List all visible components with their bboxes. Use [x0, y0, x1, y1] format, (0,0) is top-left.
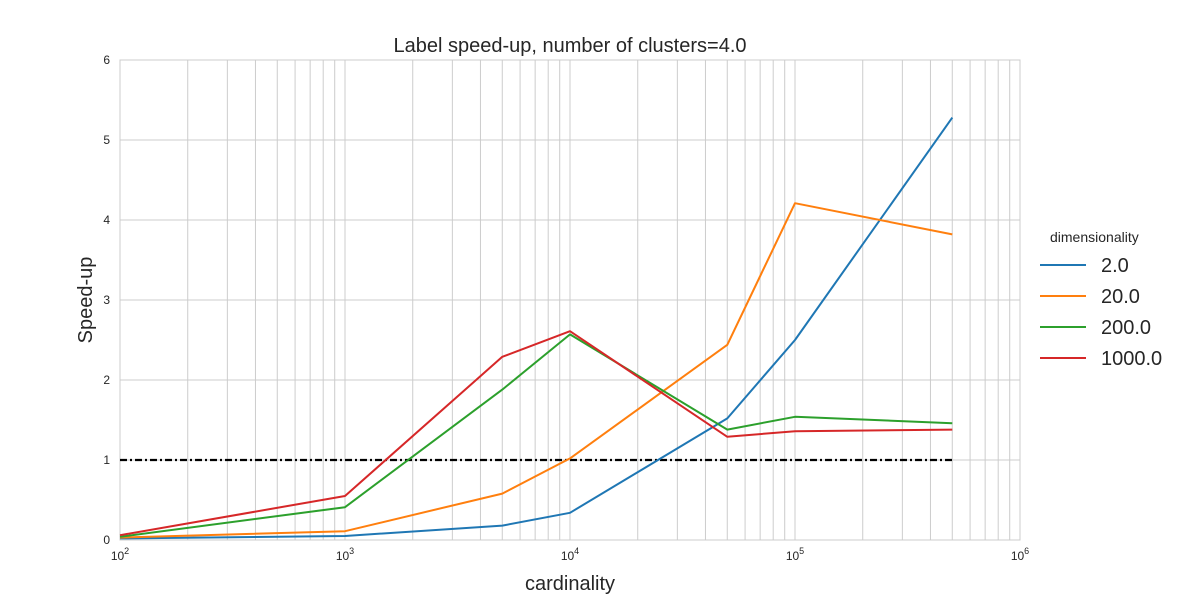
- x-tick-label: 104: [561, 546, 579, 563]
- y-tick-label: 4: [103, 213, 110, 227]
- series-line-2-0: [119, 117, 954, 540]
- legend-label: 20.0: [1101, 286, 1140, 308]
- series-group: [119, 117, 954, 540]
- y-tick-label: 6: [103, 53, 110, 67]
- y-tick-label: 2: [103, 373, 110, 387]
- y-tick-label: 0: [103, 533, 110, 547]
- grid-lines: [119, 59, 1020, 541]
- series-line-1000-0: [119, 330, 953, 537]
- series-line-200-0: [119, 333, 953, 538]
- legend-title: dimensionality: [1050, 229, 1139, 245]
- chart-title: Label speed-up, number of clusters=4.0: [394, 35, 747, 57]
- x-tick-label: 105: [786, 546, 804, 563]
- y-tick-label: 3: [103, 293, 110, 307]
- y-tick-label: 5: [103, 133, 110, 147]
- series-line-20-0: [119, 202, 953, 539]
- x-tick-label: 106: [1011, 546, 1029, 563]
- y-tick-label: 1: [103, 453, 110, 467]
- legend-label: 2.0: [1101, 255, 1129, 277]
- x-tick-labels: 102 103 104 105 106: [111, 546, 1029, 563]
- plot-frame: [119, 59, 1021, 541]
- legend: dimensionality 2.0 20.0 200.0 1000.0: [1040, 229, 1162, 370]
- x-tick-label: 102: [111, 546, 129, 563]
- legend-label: 200.0: [1101, 317, 1151, 339]
- x-tick-label: 103: [336, 546, 354, 563]
- legend-label: 1000.0: [1101, 348, 1162, 370]
- x-axis-label: cardinality: [525, 573, 615, 595]
- y-tick-labels: 0 1 2 3 4 5 6: [103, 53, 110, 547]
- y-axis-label: Speed-up: [75, 257, 97, 344]
